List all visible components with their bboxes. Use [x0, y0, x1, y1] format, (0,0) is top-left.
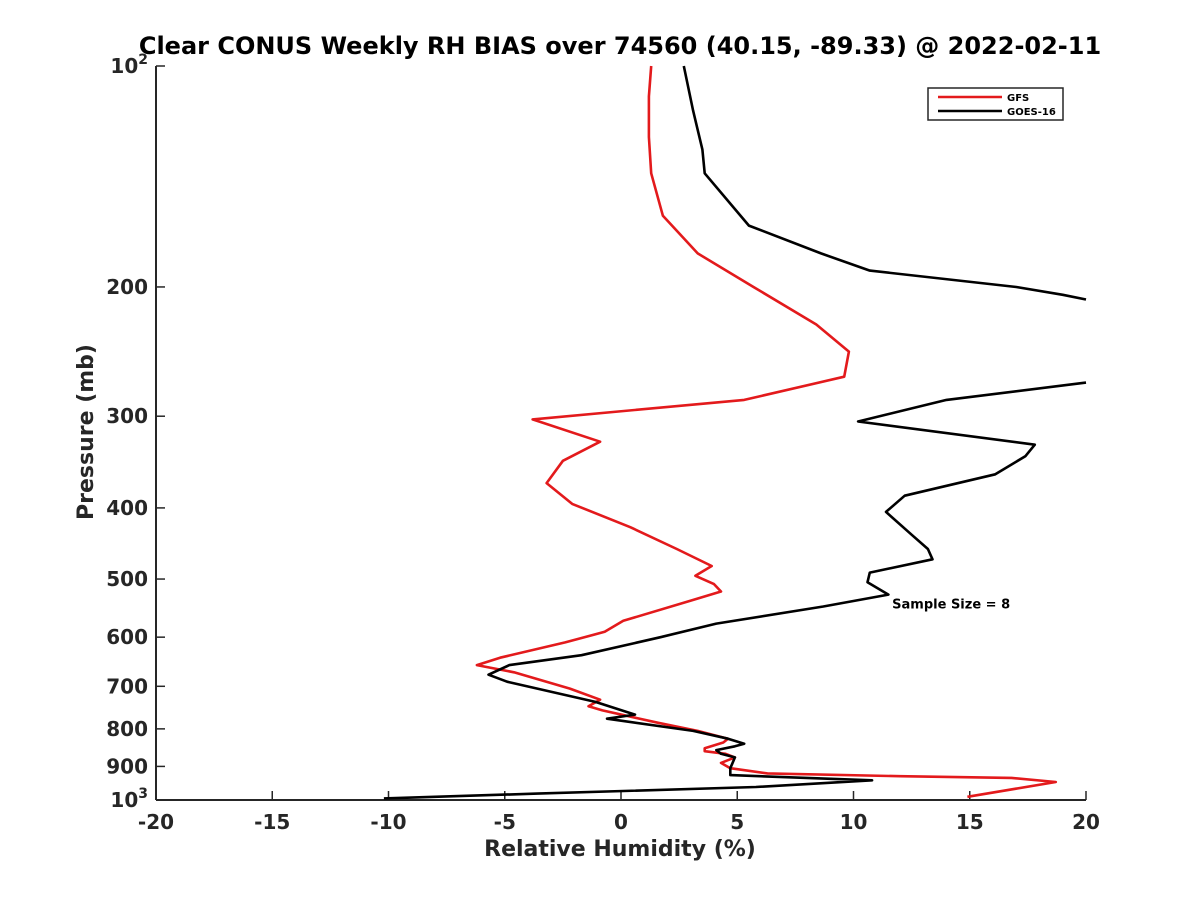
series-line-gfs [475, 65, 1058, 799]
x-axis-label: Relative Humidity (%) [484, 837, 756, 862]
y-tick-label: 500 [106, 567, 148, 591]
y-tick-label: 300 [106, 404, 148, 428]
x-tick-label: 0 [614, 810, 628, 834]
x-tick-label: -15 [254, 810, 290, 834]
legend-label-gfs: GFS [1007, 93, 1029, 104]
legend-label-goes16: GOES-16 [1007, 107, 1056, 118]
chart-title: Clear CONUS Weekly RH BIAS over 74560 (4… [139, 32, 1101, 60]
x-tick-label: 5 [730, 810, 744, 834]
x-tick-label: 20 [1072, 810, 1100, 834]
y-tick-label: 103 [110, 786, 148, 812]
y-tick-label: 700 [106, 674, 148, 698]
x-tick-label: -10 [370, 810, 406, 834]
y-tick-label: 200 [106, 275, 148, 299]
y-tick-label: 800 [106, 717, 148, 741]
y-tick-label: 400 [106, 496, 148, 520]
y-tick-label: 600 [106, 625, 148, 649]
legend: GFS GOES-16 [927, 87, 1064, 121]
x-tick-label: 15 [956, 810, 984, 834]
series-line-goes16 [682, 65, 1087, 301]
series-line-goes16 [383, 381, 1087, 800]
legend-box [927, 87, 1064, 121]
sample-size-annotation: Sample Size = 8 [892, 598, 1010, 613]
x-tick-label: -20 [138, 810, 174, 834]
y-tick-label: 102 [110, 52, 148, 78]
x-axis-ticks: -20 -15 -10 -5 0 5 10 15 20 [138, 791, 1100, 834]
x-tick-label: -5 [494, 810, 516, 834]
series-lines [383, 65, 1087, 800]
y-axis-label: Pressure (mb) [74, 344, 99, 520]
y-axis-ticks: 102 200 300 400 500 600 700 800 900 103 [106, 52, 165, 812]
y-tick-label: 900 [106, 754, 148, 778]
x-tick-label: 10 [840, 810, 868, 834]
